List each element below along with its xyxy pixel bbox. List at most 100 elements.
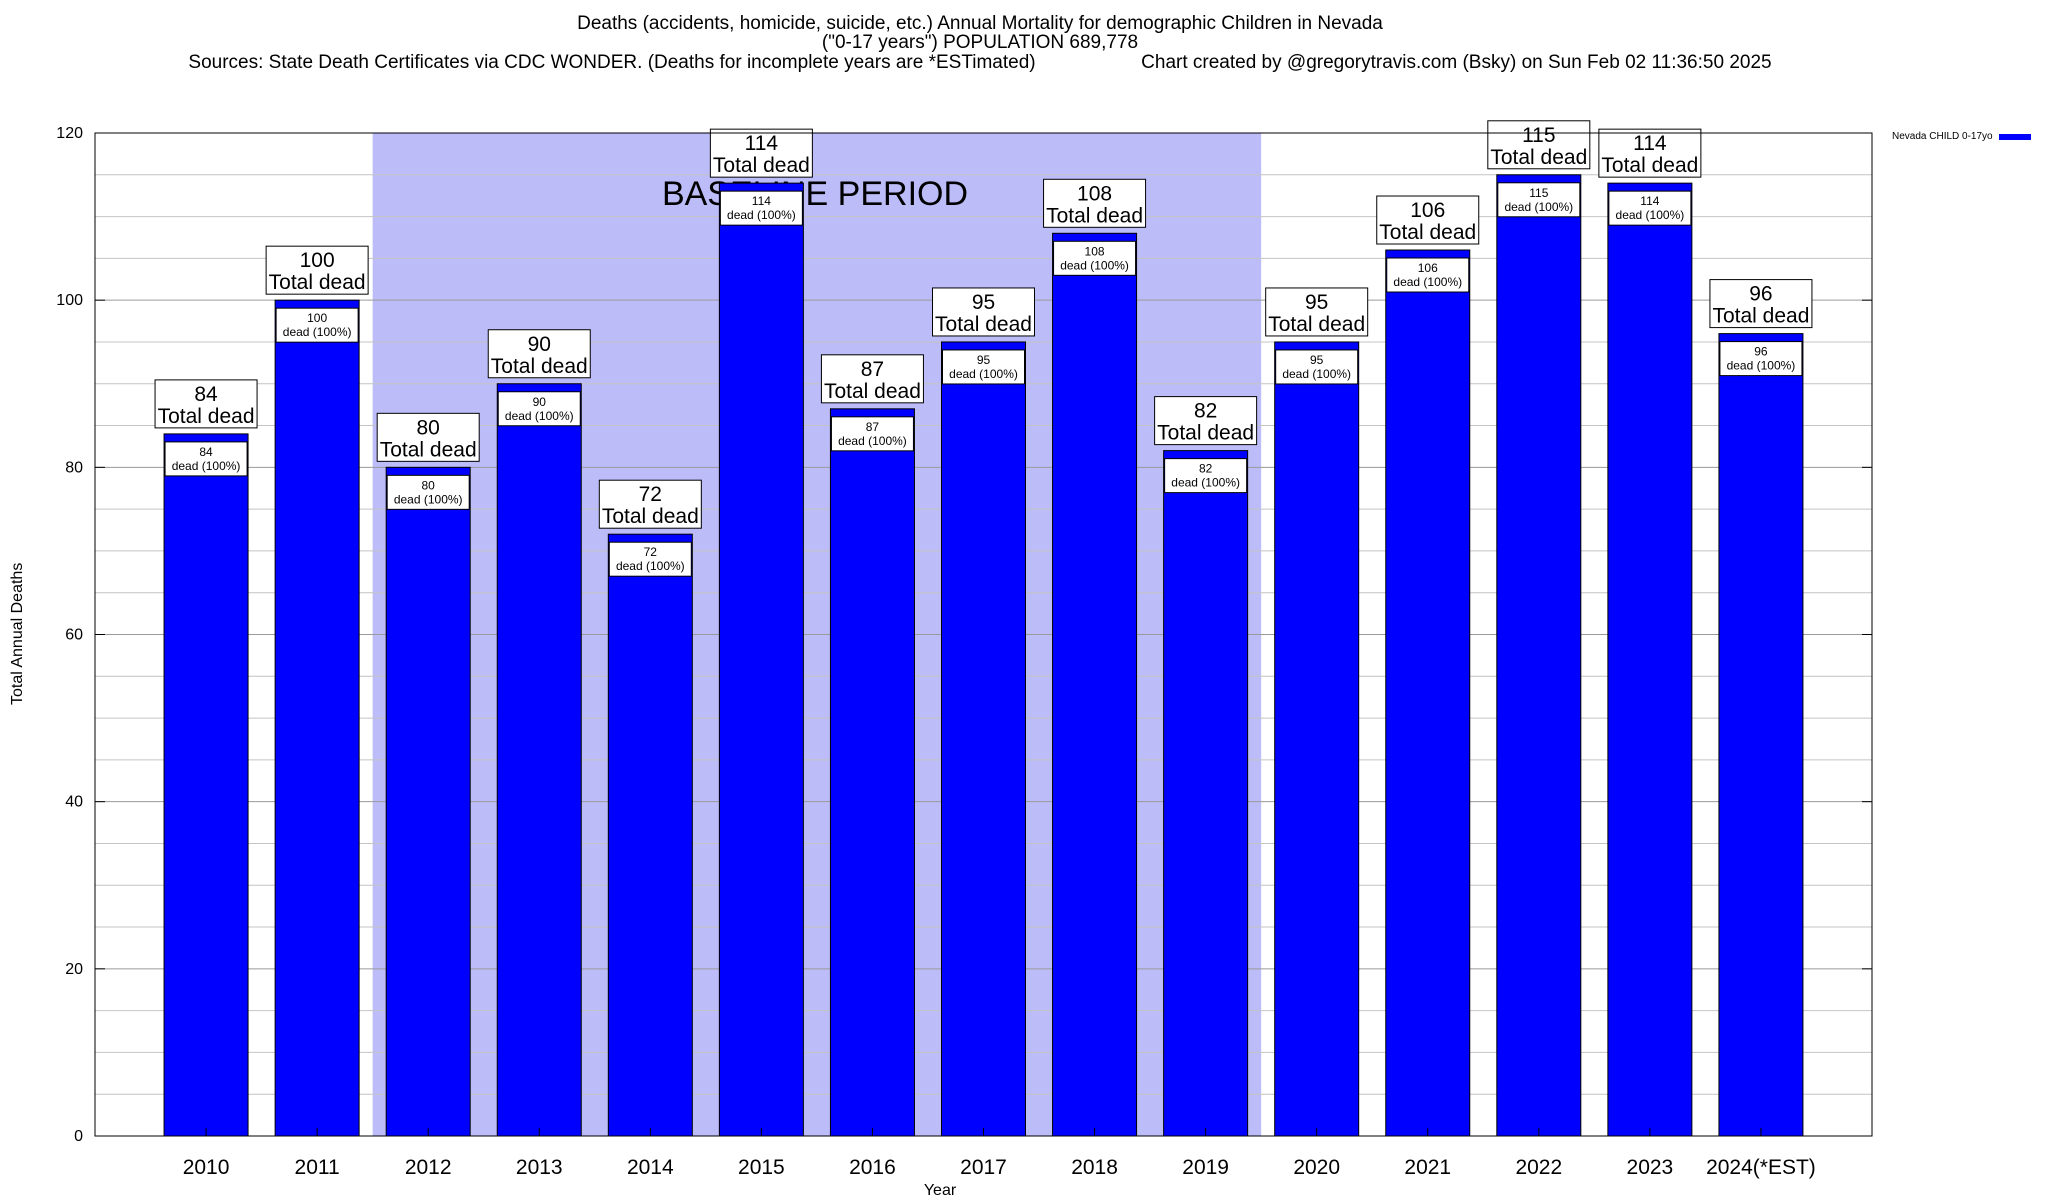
x-tick-label: 2018 xyxy=(1071,1156,1118,1179)
total-label-text: Total dead xyxy=(935,313,1032,336)
inner-label-text: dead (100%) xyxy=(727,208,796,222)
inner-label-value: 108 xyxy=(1085,244,1105,258)
total-label-box xyxy=(820,354,924,404)
total-label-value: 115 xyxy=(1522,124,1555,147)
bar xyxy=(941,341,1026,1137)
total-label-value: 100 xyxy=(300,249,335,272)
inner-label-box xyxy=(164,441,248,477)
total-label-text: Total dead xyxy=(824,380,921,403)
inner-label-value: 72 xyxy=(644,545,658,559)
inner-label-text: dead (100%) xyxy=(1171,476,1240,490)
inner-label-value: 106 xyxy=(1418,261,1438,275)
total-label-box xyxy=(1043,178,1147,228)
total-label-value: 106 xyxy=(1410,199,1445,222)
inner-label-value: 115 xyxy=(1529,186,1548,200)
inner-label-text: dead (100%) xyxy=(838,434,907,448)
x-tick-label: 2012 xyxy=(405,1156,452,1179)
inner-label-box xyxy=(386,474,470,510)
total-label-box xyxy=(709,128,813,178)
inner-label-text: dead (100%) xyxy=(1393,275,1462,289)
chart-subtitle: ("0-17 years") POPULATION 689,778 xyxy=(821,32,1139,53)
y-tick-label: 60 xyxy=(65,627,83,644)
inner-label-text: dead (100%) xyxy=(394,492,463,506)
bar xyxy=(385,466,471,1137)
inner-label-box xyxy=(1164,458,1248,494)
x-tick-label: 2019 xyxy=(1182,1156,1229,1179)
total-label-box xyxy=(932,287,1035,337)
x-tick-label: 2016 xyxy=(849,1156,896,1179)
total-label-box xyxy=(154,379,258,429)
total-label-value: 108 xyxy=(1077,182,1112,205)
total-label-text: Total dead xyxy=(1379,221,1476,244)
total-label-text: Total dead xyxy=(602,505,699,528)
y-tick-label: 80 xyxy=(65,459,83,476)
x-tick-label: 2023 xyxy=(1627,1156,1674,1179)
total-label-text: Total dead xyxy=(1046,204,1143,227)
inner-label-text: dead (100%) xyxy=(1060,258,1129,272)
y-tick-label: 120 xyxy=(56,125,83,142)
x-tick-label: 2021 xyxy=(1404,1156,1451,1179)
inner-label-text: dead (100%) xyxy=(1282,367,1351,381)
legend-label: Nevada CHILD 0-17yo xyxy=(1892,131,1993,142)
total-label-text: Total dead xyxy=(158,405,255,428)
bar xyxy=(1385,249,1471,1137)
inner-label-text: dead (100%) xyxy=(949,367,1018,381)
inner-label-box xyxy=(1719,341,1803,377)
inner-label-value: 90 xyxy=(533,395,547,409)
total-label-text: Total dead xyxy=(1712,305,1809,328)
x-tick-label: 2013 xyxy=(516,1156,563,1179)
bar xyxy=(496,383,582,1137)
inner-label-value: 114 xyxy=(752,194,771,208)
y-tick-label: 0 xyxy=(74,1128,83,1145)
plot-frame xyxy=(94,132,1873,1137)
inner-label-value: 114 xyxy=(1640,194,1659,208)
total-label-text: Total dead xyxy=(491,355,588,378)
total-label-text: Total dead xyxy=(713,154,810,177)
total-label-text: Total dead xyxy=(1268,313,1365,336)
bar xyxy=(607,533,693,1137)
bar xyxy=(274,299,360,1137)
baseline-period-label: BASELINE PERIOD xyxy=(662,175,968,213)
total-label-value: 80 xyxy=(417,416,440,439)
total-label-box xyxy=(1709,279,1813,329)
total-label-box xyxy=(1376,195,1480,245)
total-label-value: 114 xyxy=(1633,132,1667,155)
inner-label-box xyxy=(497,391,581,427)
inner-label-value: 95 xyxy=(1310,353,1324,367)
bar xyxy=(1496,174,1582,1137)
total-label-box xyxy=(487,329,591,379)
inner-label-value: 96 xyxy=(1754,345,1768,359)
x-tick-label: 2010 xyxy=(183,1156,230,1179)
x-tick-label: 2022 xyxy=(1515,1156,1562,1179)
inner-label-box xyxy=(1053,240,1137,276)
inner-label-box xyxy=(1497,182,1581,218)
inner-label-value: 87 xyxy=(866,420,880,434)
inner-label-box xyxy=(1275,349,1359,385)
total-label-value: 87 xyxy=(861,358,884,381)
total-label-text: Total dead xyxy=(1490,146,1587,169)
inner-label-box xyxy=(942,349,1025,385)
bar xyxy=(1718,333,1804,1137)
bar xyxy=(1274,341,1360,1137)
bar xyxy=(163,433,249,1137)
bar xyxy=(718,182,804,1137)
inner-label-box xyxy=(275,307,359,343)
inner-label-value: 80 xyxy=(422,478,436,492)
total-label-text: Total dead xyxy=(1157,422,1254,445)
total-label-box xyxy=(1154,396,1258,446)
total-label-value: 96 xyxy=(1749,283,1772,306)
total-label-box xyxy=(598,479,702,529)
total-label-value: 84 xyxy=(194,383,218,406)
bar xyxy=(1052,232,1138,1137)
inner-label-text: dead (100%) xyxy=(1616,208,1685,222)
bar xyxy=(829,408,915,1137)
bar xyxy=(1607,182,1693,1137)
inner-label-box xyxy=(1608,190,1692,226)
bar xyxy=(1163,450,1249,1137)
total-label-box xyxy=(265,245,369,295)
inner-label-value: 100 xyxy=(307,311,327,325)
inner-label-box xyxy=(608,541,692,577)
x-tick-label: 2015 xyxy=(738,1156,785,1179)
inner-label-box xyxy=(1386,257,1470,293)
total-label-box xyxy=(1487,120,1591,170)
